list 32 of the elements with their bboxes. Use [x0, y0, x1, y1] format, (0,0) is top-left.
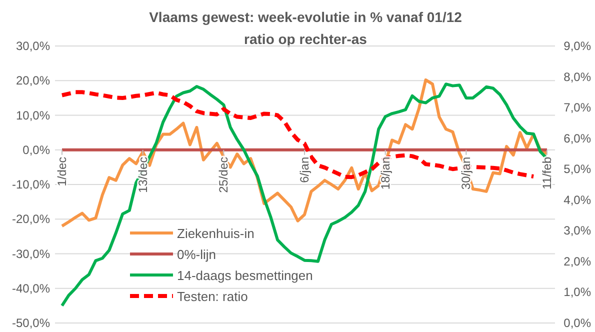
- y2-tick-label: 7,0%: [564, 100, 592, 115]
- y2-tick-label: 5,0%: [564, 162, 592, 176]
- y-tick-label: 0,0%: [22, 142, 50, 157]
- y-tick-label: 20,0%: [16, 74, 50, 88]
- y2-tick-label: 1,0%: [564, 285, 592, 300]
- x-tick-label: 18/jan: [378, 156, 392, 190]
- legend-label: Ziekenhuis-in: [177, 226, 254, 241]
- y-tick-label: -30,0%: [12, 246, 50, 261]
- y-tick-label: -10,0%: [12, 178, 50, 192]
- y2-tick-label: 2,0%: [564, 254, 592, 268]
- y2-tick-label: 0,0%: [564, 316, 592, 330]
- y-tick-label: -40,0%: [12, 281, 50, 296]
- y-tick-label: -20,0%: [12, 212, 50, 226]
- y2-tick-label: 3,0%: [564, 224, 592, 238]
- x-tick-label: 13/dec: [136, 156, 150, 193]
- x-tick-label: 1/dec: [55, 156, 69, 186]
- y2-tick-label: 4,0%: [564, 192, 592, 207]
- legend-label: 14-daags besmettingen: [177, 268, 313, 283]
- y-tick-label: -50,0%: [12, 316, 50, 330]
- legend-label: 0%-lijn: [177, 247, 216, 262]
- chart-title: Vlaams gewest: week-evolutie in % vanaf 01/12: [149, 9, 462, 25]
- x-tick-label: 30/jan: [459, 156, 474, 190]
- x-tick-label: 6/jan: [298, 156, 312, 183]
- y2-tick-label: 9,0%: [564, 39, 592, 53]
- chart-subtitle: ratio op rechter-as: [244, 31, 368, 47]
- y2-tick-label: 8,0%: [564, 70, 592, 84]
- x-tick-label: 11/feb: [540, 156, 554, 190]
- y-tick-label: 30,0%: [16, 39, 50, 53]
- y-tick-label: 10,0%: [16, 108, 50, 122]
- x-tick-label: 25/dec: [216, 156, 231, 193]
- legend-label: Testen: ratio: [177, 289, 248, 304]
- y2-tick-label: 6,0%: [564, 131, 592, 146]
